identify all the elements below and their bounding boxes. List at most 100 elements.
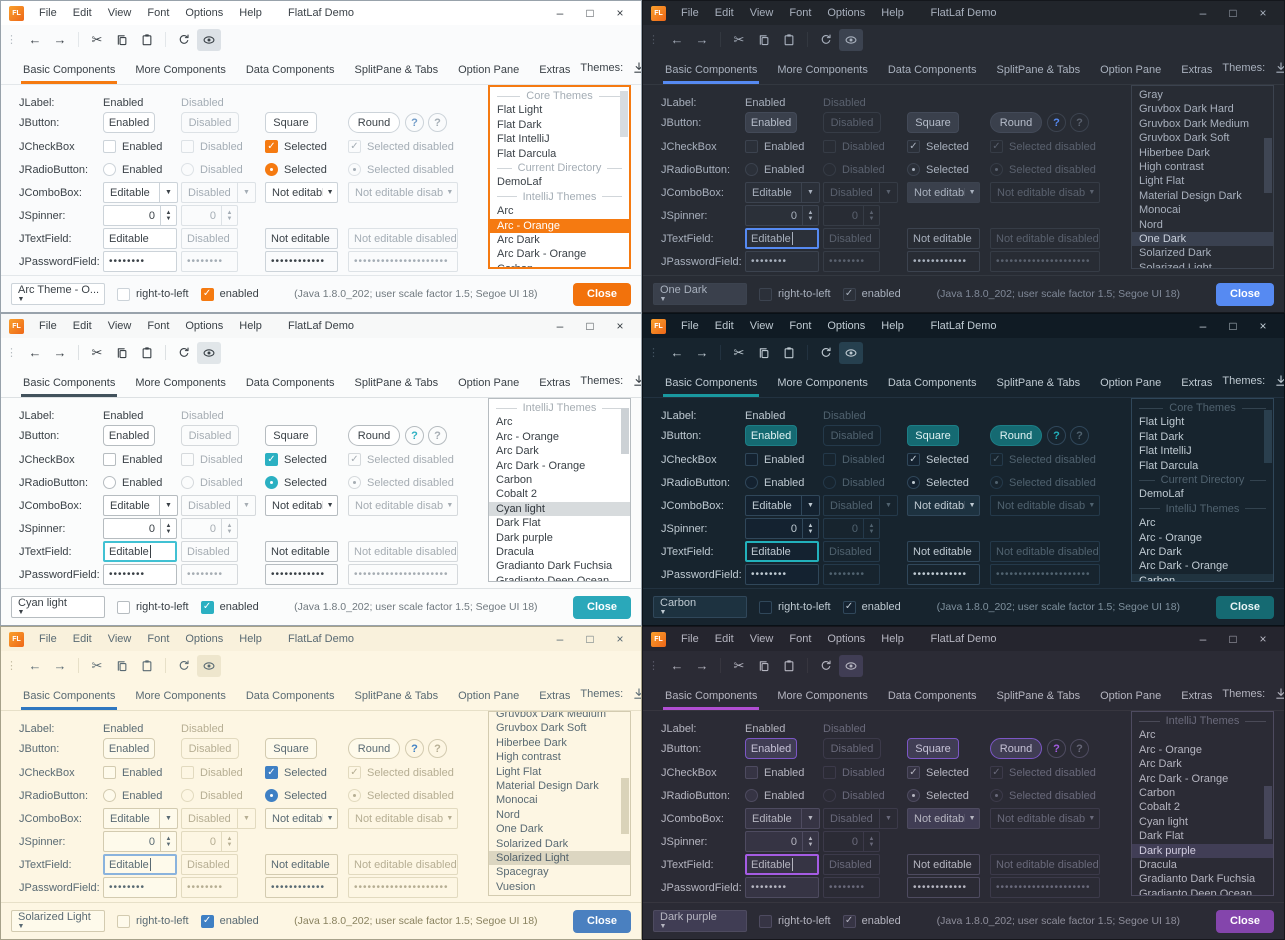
menu-font[interactable]: Font	[789, 7, 812, 19]
square-button[interactable]: Square	[265, 112, 317, 133]
scrollbar[interactable]	[621, 714, 629, 893]
tab-data-components[interactable]: Data Components	[887, 690, 977, 702]
close-icon[interactable]: ×	[616, 632, 624, 646]
menu-font[interactable]: Font	[789, 633, 812, 645]
forward-button[interactable]: →	[53, 32, 67, 47]
combobox-not-editable[interactable]: Not editable▼	[907, 182, 980, 203]
copy-button[interactable]	[752, 29, 776, 51]
refresh-button[interactable]	[814, 655, 838, 677]
tab-option-pane[interactable]: Option Pane	[458, 377, 520, 389]
theme-list-item[interactable]: Light Flat	[1139, 175, 1185, 188]
enabled-checkbox[interactable]: ✓ enabled	[200, 914, 259, 928]
tab-extras[interactable]: Extras	[1181, 64, 1213, 76]
passwordfield-enabled[interactable]: ••••••••	[103, 251, 177, 272]
round-button[interactable]: Round	[990, 112, 1042, 133]
enabled-checkbox[interactable]: ✓ enabled	[842, 287, 901, 301]
menu-font[interactable]: Font	[147, 633, 170, 645]
close-icon[interactable]: ×	[1259, 6, 1267, 20]
radio-circle[interactable]	[265, 476, 278, 489]
minimize-icon[interactable]: –	[556, 319, 564, 333]
spinner-buttons[interactable]: ▲ ▼	[802, 206, 818, 225]
theme-list-item[interactable]: Carbon	[497, 262, 534, 269]
combobox-arrow-button[interactable]: ▼	[323, 496, 337, 515]
theme-list-item[interactable]: Vuesion	[496, 880, 536, 893]
passwordfield-not-editable[interactable]: ••••••••••••	[907, 251, 980, 272]
forward-button[interactable]: →	[695, 32, 709, 47]
checkbox-box[interactable]	[745, 140, 758, 153]
combobox-arrow-button[interactable]: ▼	[323, 809, 337, 828]
menu-file[interactable]: File	[39, 7, 57, 19]
textfield-not-editable[interactable]: Not editable	[907, 228, 980, 249]
radio-circle[interactable]	[745, 789, 758, 802]
cut-button[interactable]: ✂	[91, 344, 103, 360]
tab-extras[interactable]: Extras	[539, 690, 571, 702]
radio-selected[interactable]: Selected	[907, 785, 969, 806]
checkbox-enabled[interactable]: Enabled	[745, 449, 804, 470]
forward-button[interactable]: →	[695, 658, 709, 673]
square-button[interactable]: Square	[265, 425, 317, 446]
combobox-not-editable[interactable]: Not editable▼	[265, 808, 338, 829]
spinner-enabled[interactable]: 0 ▲ ▼	[103, 518, 177, 539]
theme-list-item[interactable]: Gradianto Dark Fuchsia	[1139, 873, 1256, 886]
theme-list-item[interactable]: High contrast	[496, 751, 561, 764]
back-button[interactable]: ←	[28, 345, 42, 360]
textfield-not-editable[interactable]: Not editable	[265, 854, 338, 875]
close-button[interactable]: Close	[1216, 282, 1274, 306]
maximize-icon[interactable]: □	[586, 6, 594, 20]
refresh-button[interactable]	[172, 29, 196, 51]
copy-button[interactable]	[110, 655, 134, 677]
close-icon[interactable]: ×	[616, 6, 624, 20]
checkbox-selected[interactable]: ✓ Selected	[265, 136, 327, 157]
scrollbar[interactable]	[1264, 714, 1272, 893]
back-button[interactable]: ←	[670, 345, 684, 360]
menu-file[interactable]: File	[681, 633, 699, 645]
checkbox-enabled[interactable]: Enabled	[745, 762, 804, 783]
tab-more-components[interactable]: More Components	[777, 690, 868, 702]
cut-button[interactable]: ✂	[91, 31, 103, 47]
textfield-editable[interactable]: Editable	[745, 541, 819, 562]
combobox-arrow-button[interactable]: ▼	[965, 809, 979, 828]
theme-list-item[interactable]: Gruvbox Dark Soft	[1139, 132, 1230, 145]
menu-edit[interactable]: Edit	[72, 633, 92, 645]
theme-list-item[interactable]: Flat Dark	[1139, 430, 1184, 443]
menu-options[interactable]: Options	[185, 633, 224, 645]
tab-option-pane[interactable]: Option Pane	[458, 690, 520, 702]
checkbox-enabled[interactable]: Enabled	[103, 449, 162, 470]
theme-list-item[interactable]: Flat Darcula	[497, 147, 557, 160]
theme-list-item[interactable]: Arc Dark - Orange	[497, 248, 587, 261]
checkbox-box[interactable]: ✓	[265, 766, 278, 779]
checkbox-box[interactable]	[117, 914, 130, 928]
menu-view[interactable]: View	[749, 7, 774, 19]
maximize-icon[interactable]: □	[586, 319, 594, 333]
theme-list-item[interactable]: Dark purple	[496, 531, 553, 544]
tab-data-components[interactable]: Data Components	[245, 690, 335, 702]
checkbox-box[interactable]	[103, 766, 116, 779]
menu-font[interactable]: Font	[147, 320, 170, 332]
theme-list-item[interactable]: Solarized Light	[1139, 261, 1212, 269]
minimize-icon[interactable]: –	[1199, 319, 1207, 333]
combobox-arrow-button[interactable]: ▼	[801, 496, 819, 515]
combobox-arrow-button[interactable]: ▼	[965, 496, 979, 515]
radio-circle[interactable]	[907, 789, 920, 802]
cut-button[interactable]: ✂	[733, 657, 745, 673]
copy-button[interactable]	[110, 342, 134, 364]
checkbox-enabled[interactable]: Enabled	[103, 762, 162, 783]
right-to-left-checkbox[interactable]: right-to-left	[117, 914, 189, 928]
scrollbar[interactable]	[1264, 88, 1272, 266]
back-button[interactable]: ←	[28, 658, 42, 673]
radio-enabled[interactable]: Enabled	[103, 159, 162, 180]
radio-selected[interactable]: Selected	[265, 472, 327, 493]
radio-enabled[interactable]: Enabled	[745, 472, 804, 493]
tab-option-pane[interactable]: Option Pane	[1100, 64, 1162, 76]
tab-option-pane[interactable]: Option Pane	[1100, 690, 1162, 702]
theme-list-item[interactable]: Nord	[496, 808, 520, 821]
passwordfield-not-editable[interactable]: ••••••••••••	[265, 251, 338, 272]
back-button[interactable]: ←	[28, 32, 42, 47]
radio-selected[interactable]: Selected	[265, 159, 327, 180]
checkbox-box[interactable]: ✓	[200, 287, 214, 301]
menu-view[interactable]: View	[107, 633, 132, 645]
minimize-icon[interactable]: –	[1199, 6, 1207, 20]
enabled-button[interactable]: Enabled	[103, 425, 155, 446]
square-button[interactable]: Square	[907, 738, 959, 759]
checkbox-box[interactable]: ✓	[842, 287, 856, 301]
